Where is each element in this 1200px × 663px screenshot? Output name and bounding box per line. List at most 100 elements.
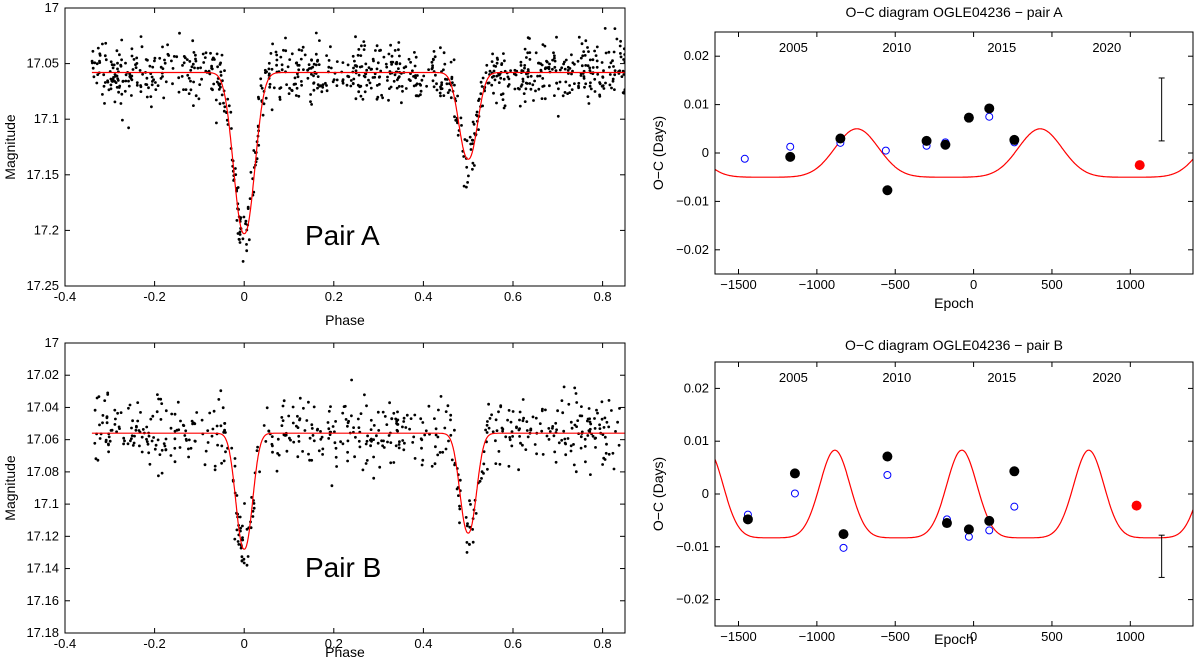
data-point <box>121 79 125 83</box>
data-point <box>222 101 225 105</box>
data-point <box>386 79 389 82</box>
data-point <box>312 88 316 92</box>
data-point <box>238 233 242 236</box>
data-point <box>244 219 248 223</box>
data-point <box>455 487 459 491</box>
data-point <box>160 402 164 405</box>
data-point <box>392 411 396 415</box>
data-point <box>510 430 514 434</box>
data-point <box>502 106 506 110</box>
data-point <box>522 416 525 420</box>
data-point <box>350 414 353 418</box>
data-point <box>357 73 361 77</box>
data-point <box>148 462 152 466</box>
data-point <box>130 74 134 78</box>
x-axis-label: Phase <box>325 644 365 660</box>
data-point <box>297 48 301 52</box>
data-point <box>456 133 460 137</box>
data-point <box>303 429 307 432</box>
data-point <box>553 450 557 454</box>
y-tick-label: −0.02 <box>676 592 709 607</box>
data-point <box>584 39 588 43</box>
data-point <box>185 58 189 61</box>
data-point <box>602 87 606 90</box>
data-point <box>537 87 541 91</box>
data-point <box>334 455 338 459</box>
data-point <box>439 87 443 91</box>
data-point <box>487 402 490 406</box>
data-point <box>477 128 480 132</box>
data-point <box>151 65 155 69</box>
y-axis-label: Magnitude <box>2 114 18 180</box>
data-point <box>380 93 383 97</box>
data-point <box>519 60 523 64</box>
data-point <box>356 53 360 57</box>
data-point <box>600 400 604 404</box>
data-point <box>448 88 451 92</box>
data-point <box>181 64 184 67</box>
data-point <box>622 47 625 51</box>
data-point <box>314 52 318 56</box>
data-point <box>156 84 160 87</box>
data-point <box>295 86 299 90</box>
data-point <box>465 551 469 554</box>
data-point <box>620 75 624 78</box>
data-point <box>566 437 570 440</box>
data-point <box>372 424 376 427</box>
data-point <box>235 186 239 190</box>
data-point <box>135 425 138 429</box>
data-point <box>542 84 546 88</box>
data-point <box>395 428 399 432</box>
data-point <box>282 399 286 403</box>
data-point <box>158 453 162 456</box>
data-point <box>319 430 322 433</box>
x-tick-label: −500 <box>881 629 910 644</box>
data-point <box>409 60 412 64</box>
data-point <box>523 47 527 51</box>
data-point <box>540 429 544 433</box>
data-point <box>352 426 355 429</box>
data-point <box>377 429 381 432</box>
data-point <box>368 81 372 85</box>
primary-minimum-point <box>785 151 796 162</box>
data-point <box>436 435 440 439</box>
data-point <box>568 91 572 94</box>
data-point <box>515 426 518 430</box>
data-point <box>288 86 291 90</box>
data-point <box>316 83 320 86</box>
data-point <box>342 405 346 408</box>
data-point <box>157 474 160 478</box>
data-point <box>130 426 133 430</box>
data-point <box>359 412 363 415</box>
data-point <box>335 465 338 468</box>
data-point <box>494 65 498 68</box>
data-point <box>612 467 616 471</box>
data-point <box>170 59 173 63</box>
data-point <box>613 27 617 30</box>
data-point <box>260 86 264 90</box>
data-point <box>580 405 583 408</box>
data-point <box>115 85 119 89</box>
data-point <box>557 441 561 445</box>
data-point <box>362 40 366 43</box>
data-point <box>430 60 434 64</box>
data-point <box>382 439 385 443</box>
data-point <box>104 41 108 45</box>
data-point <box>528 58 532 61</box>
secondary-minimum-point <box>985 112 994 121</box>
data-point <box>573 62 576 66</box>
data-point <box>285 83 288 86</box>
data-point <box>516 87 520 90</box>
data-point <box>346 63 350 67</box>
data-point <box>497 450 501 453</box>
data-point <box>544 408 547 412</box>
data-point <box>119 64 123 68</box>
primary-minimum-point <box>984 103 995 114</box>
data-point <box>607 399 611 402</box>
data-point <box>394 444 398 448</box>
data-point <box>132 441 136 445</box>
data-point <box>139 90 143 93</box>
data-point <box>262 424 266 427</box>
data-point <box>537 61 541 65</box>
